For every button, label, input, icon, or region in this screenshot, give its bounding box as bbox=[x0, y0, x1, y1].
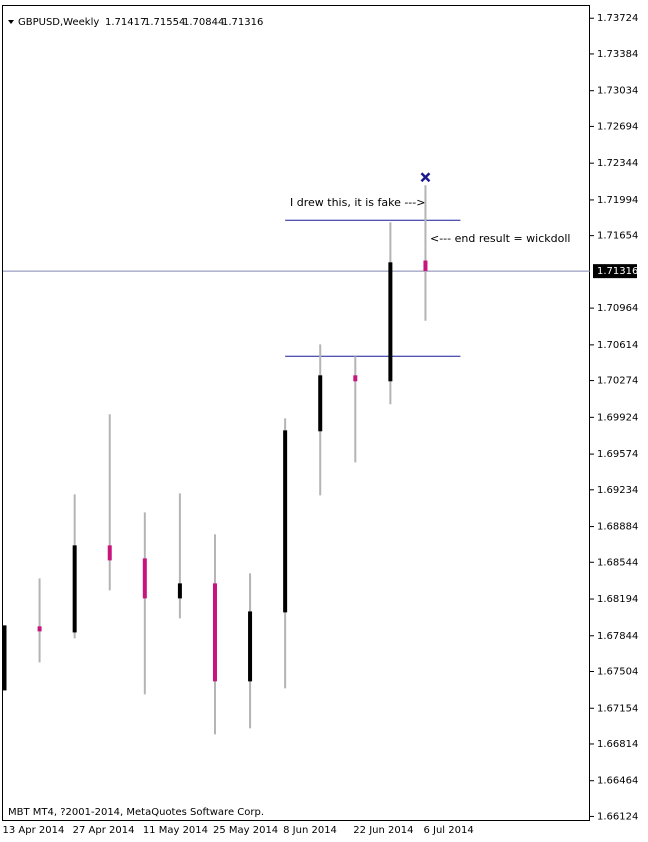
candle-body bbox=[142, 558, 147, 599]
candle-body bbox=[37, 626, 42, 632]
candle-body bbox=[353, 375, 358, 382]
x-tick-label: 25 May 2014 bbox=[213, 825, 278, 836]
header-value: 1.71316 bbox=[222, 17, 263, 28]
y-tick-label: 1.73384 bbox=[597, 49, 638, 60]
y-tick-label: 1.68194 bbox=[597, 594, 638, 605]
y-tick-label: 1.71654 bbox=[597, 231, 638, 242]
header-value: 1.71554 bbox=[144, 17, 185, 28]
y-tick-label: 1.71994 bbox=[597, 195, 638, 206]
y-tick-label: 1.67844 bbox=[597, 631, 638, 642]
y-tick-label: 1.70614 bbox=[597, 340, 638, 351]
plot-frame bbox=[2, 5, 590, 821]
candle-body bbox=[212, 583, 217, 682]
candle-body bbox=[248, 611, 253, 682]
marker bbox=[420, 172, 431, 183]
footer: MBT MT4, ?2001-2014, MetaQuotes Software… bbox=[8, 807, 264, 818]
candle-body bbox=[107, 545, 112, 561]
current-price-box bbox=[593, 264, 637, 279]
y-tick-label: 1.70274 bbox=[597, 376, 638, 387]
x-tick-label: 8 Jun 2014 bbox=[283, 825, 337, 836]
annotation: <--- end result = wickdoll bbox=[430, 232, 570, 245]
y-tick-label: 1.69234 bbox=[597, 485, 638, 496]
x-tick-label: 11 May 2014 bbox=[143, 825, 208, 836]
y-tick-label: 1.66814 bbox=[597, 739, 638, 750]
header-value: 1.70844 bbox=[183, 17, 224, 28]
x-tick-label: 13 Apr 2014 bbox=[3, 825, 65, 836]
candle-body bbox=[388, 262, 393, 382]
y-tick-label: 1.66464 bbox=[597, 776, 638, 787]
candle-body bbox=[423, 260, 428, 272]
x-tick-label: 22 Jun 2014 bbox=[353, 825, 413, 836]
x-tick-label: 27 Apr 2014 bbox=[73, 825, 135, 836]
y-tick-label: 1.72694 bbox=[597, 121, 638, 132]
y-tick-label: 1.73034 bbox=[597, 86, 638, 97]
y-tick-label: 1.67154 bbox=[597, 703, 638, 714]
menu-arrow bbox=[8, 20, 14, 24]
x-tick-label: 6 Jul 2014 bbox=[423, 825, 473, 836]
y-tick-label: 1.66124 bbox=[597, 811, 638, 822]
y-tick-label: 1.68544 bbox=[597, 557, 638, 568]
candle-body bbox=[72, 545, 77, 633]
current-price-label: 1.71316 bbox=[597, 266, 638, 277]
y-tick-label: 1.70964 bbox=[597, 303, 638, 314]
header-value: 1.71417 bbox=[105, 17, 146, 28]
y-tick-label: 1.69574 bbox=[597, 449, 638, 460]
candle-body bbox=[177, 583, 182, 599]
candle-body bbox=[283, 430, 288, 613]
symbol-title: GBPUSD,Weekly bbox=[18, 17, 99, 28]
y-tick-label: 1.69924 bbox=[597, 412, 638, 423]
candle-body bbox=[318, 375, 323, 432]
y-tick-label: 1.67504 bbox=[597, 666, 638, 677]
candle-body bbox=[2, 625, 7, 691]
y-tick-label: 1.72344 bbox=[597, 158, 638, 169]
annotation: I drew this, it is fake ---> bbox=[290, 196, 425, 209]
y-tick-label: 1.73724 bbox=[597, 13, 638, 24]
y-tick-label: 1.68884 bbox=[597, 522, 638, 533]
